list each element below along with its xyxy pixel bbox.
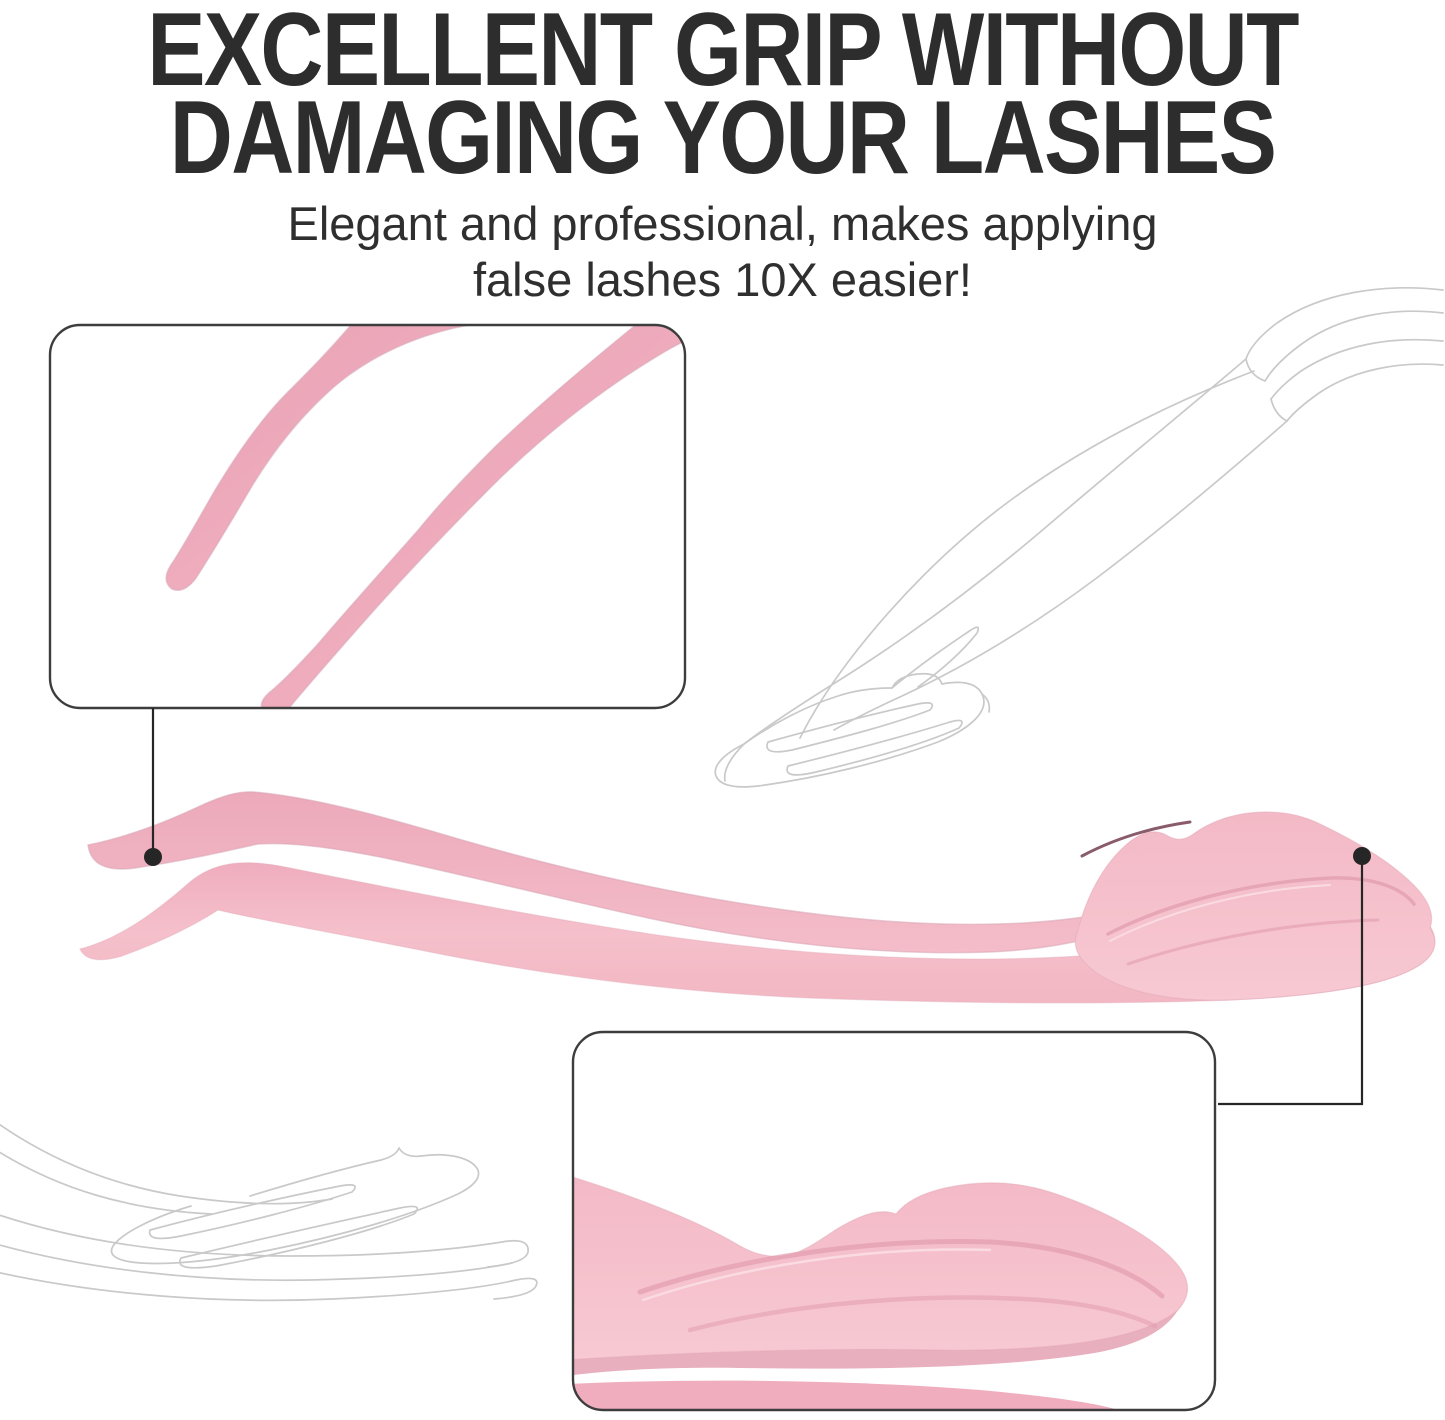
sketch-bottom-band xyxy=(0,1271,538,1302)
sketch-wing-slit xyxy=(148,1184,356,1240)
callout-right xyxy=(1218,847,1371,1106)
sketch-body-edge xyxy=(833,420,1288,731)
tweezer-outline-sketch-top-right xyxy=(714,287,1444,788)
header: EXCELLENT GRIP WITHOUT DAMAGING YOUR LAS… xyxy=(0,0,1445,308)
sketch-body-edge xyxy=(0,1123,333,1205)
sketch-wing-outline xyxy=(110,1147,480,1265)
sketch-wing-layer-line xyxy=(723,743,745,782)
headline: EXCELLENT GRIP WITHOUT DAMAGING YOUR LAS… xyxy=(116,0,1330,196)
sketch-lower-prong-line xyxy=(1270,338,1444,400)
sketch-body-edge xyxy=(743,358,1247,745)
headline-line-1: EXCELLENT GRIP WITHOUT xyxy=(147,0,1299,108)
gripper-closeup-photo xyxy=(573,1174,1189,1410)
subheadline: Elegant and professional, makes applying… xyxy=(0,196,1445,308)
tweezer-product-photo xyxy=(79,791,1436,1004)
closeup-gripper-underside-shadow xyxy=(573,1310,1178,1376)
sketch-wing-slit xyxy=(786,719,963,776)
sketch-body-bulge xyxy=(799,370,1255,739)
sketch-body-edge xyxy=(0,1151,213,1215)
sketch-wing-outline xyxy=(714,672,985,788)
closeup-gripper-ridge-highlight xyxy=(641,1248,992,1302)
tweezer-gripper-pad xyxy=(1074,811,1436,1001)
callout-line-right xyxy=(1218,860,1364,1106)
closeup-gripper-ridge-line xyxy=(637,1239,1165,1299)
inset-box-top-left-border xyxy=(48,323,687,710)
sketch-bottom-band xyxy=(0,1214,529,1268)
tweezer-tips-closeup-photo xyxy=(165,325,685,708)
sketch-wing-blade xyxy=(891,626,980,689)
headline-line-2: DAMAGING YOUR LASHES xyxy=(169,80,1277,196)
inset-top-left xyxy=(48,323,687,710)
subheadline-line-1: Elegant and professional, makes applying xyxy=(287,197,1158,250)
closeup-upper-tip xyxy=(165,325,521,591)
gripper-outline-sketch-bottom-left xyxy=(0,1123,538,1302)
gripper-ridge-line xyxy=(1106,876,1416,936)
closeup-lower-jaw-sliver xyxy=(573,1380,1125,1410)
sketch-prong-cap xyxy=(1245,358,1266,382)
callout-dot-right xyxy=(1353,847,1371,865)
gripper-ridge-highlight xyxy=(1109,884,1331,942)
sketch-wing-slit xyxy=(178,1205,419,1269)
sketch-prong-cap xyxy=(1270,398,1288,422)
sketch-bottom-band xyxy=(0,1244,513,1282)
subheadline-line-2: false lashes 10X easier! xyxy=(472,253,972,306)
jaw-slit-line xyxy=(1080,820,1192,858)
sketch-upper-prong-line xyxy=(1245,287,1444,360)
closeup-lower-tip xyxy=(260,325,685,708)
gripper-ridge-line xyxy=(1126,918,1380,966)
callout-dot-left xyxy=(144,848,162,866)
inset-box-bottom-right-border xyxy=(571,1030,1217,1412)
callout-left xyxy=(144,708,162,866)
sketch-lower-prong-line xyxy=(1286,363,1444,422)
inset-bottom-right xyxy=(571,1030,1217,1412)
sketch-wing-slit xyxy=(766,702,934,753)
closeup-gripper-ridge-line xyxy=(687,1295,1158,1333)
sketch-wing-layer-line xyxy=(981,693,991,713)
sketch-upper-prong-line xyxy=(1264,310,1444,382)
